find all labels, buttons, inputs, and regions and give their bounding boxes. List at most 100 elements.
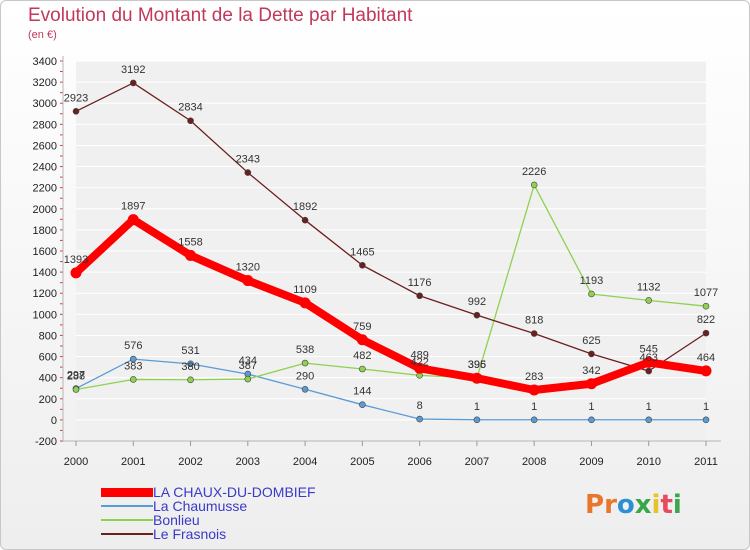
data-label: 1077 [694,287,718,299]
data-point [129,79,137,87]
data-label: 1892 [293,201,317,213]
data-label: 1 [474,401,480,413]
data-point [129,355,137,363]
data-point [72,386,80,393]
data-point [416,292,423,300]
data-label: 464 [697,352,715,364]
legend-swatch [101,505,153,507]
legend-item: La Chaumusse [101,499,316,513]
data-point [700,365,712,377]
x-tick-label: 2000 [64,456,88,468]
data-point [702,329,710,337]
data-point [588,290,595,298]
data-point [301,385,309,393]
data-label: 545 [640,343,658,355]
data-label: 576 [124,340,142,352]
data-label: 422 [410,356,428,368]
data-point [530,330,538,337]
legend-swatch [101,533,153,535]
logo-letter: t [660,490,673,520]
data-label: 1558 [178,236,202,248]
data-point [242,275,254,287]
x-tick-label: 2010 [636,456,660,468]
label-layer: 1393189715581320110975948939528334254546… [64,64,718,413]
logo-letter: i [651,490,661,520]
data-label: 1 [588,401,594,413]
legend-item: Bonlieu [101,513,316,527]
data-point [301,216,309,224]
data-point [473,311,481,319]
data-point [187,117,194,125]
chart-title: Evolution du Montant de la Dette par Hab… [28,5,413,26]
data-label: 625 [582,335,600,347]
data-label: 1 [646,401,652,413]
data-label: 380 [181,361,199,373]
series-line [75,358,707,421]
data-label: 395 [468,359,486,371]
x-tick-label: 2002 [178,456,202,468]
x-tick-label: 2001 [121,456,145,468]
logo-letter: x [634,490,652,520]
data-label: 1465 [350,246,374,258]
series-line [72,215,710,395]
y-tick-label: 3400 [33,56,57,68]
y-tick-label: 400 [39,373,57,385]
logo-letter: i [672,490,682,520]
logo-letter: r [604,490,617,520]
legend-swatch [101,519,153,521]
data-label: 387 [239,360,257,372]
proxiti-logo: Proxiti [585,490,682,520]
logo-letter: o [616,490,635,520]
axis-layer: -200 0 200 400 600 800 1000 1200 1400 1600 1800 200… [33,56,721,468]
data-label: 1320 [236,262,260,274]
data-point [702,302,710,310]
data-point [530,416,538,424]
series-layer [70,79,712,424]
data-label: 759 [353,321,371,333]
data-label: 290 [296,370,314,382]
data-point [187,376,194,384]
x-tick-label: 2004 [293,456,317,468]
data-point [185,249,197,261]
legend-label: Bonlieu [153,512,200,528]
data-point [356,334,368,346]
chart-subtitle: (en €) [28,29,57,41]
grid-layer [76,60,706,442]
x-tick-label: 2011 [694,456,718,468]
y-tick-label: -200 [35,436,57,448]
data-label: 383 [124,360,142,372]
data-label: 1393 [64,254,88,266]
y-tick-label: 1400 [33,267,57,279]
data-label: 288 [67,370,85,382]
data-label: 144 [353,386,371,398]
data-point [414,362,426,374]
data-point [70,267,82,279]
legend-item: LA CHAUX-DU-DOMBIEF [101,485,316,499]
data-label: 396 [468,359,486,371]
data-point [588,416,595,424]
data-label: 463 [640,352,658,364]
data-point [72,108,80,115]
data-point [588,350,595,358]
data-point [359,401,366,408]
data-label: 1132 [637,281,661,293]
y-tick-label: 1600 [33,246,57,258]
y-tick-label: 3200 [33,77,57,89]
data-label: 489 [410,349,428,361]
data-label: 538 [296,344,314,356]
data-point [645,367,653,375]
data-label: 1 [531,401,537,413]
y-tick-label: 600 [39,352,57,364]
y-tick-label: 2400 [33,162,57,174]
data-label: 1193 [580,275,604,287]
data-label: 2343 [236,154,260,166]
y-tick-label: 200 [39,394,57,406]
series-line [75,184,707,391]
y-tick-label: 2800 [33,119,57,131]
x-tick-label: 2009 [579,456,603,468]
logo-letter: P [585,490,605,520]
data-label: 1 [703,401,709,413]
data-label: 482 [353,350,371,362]
